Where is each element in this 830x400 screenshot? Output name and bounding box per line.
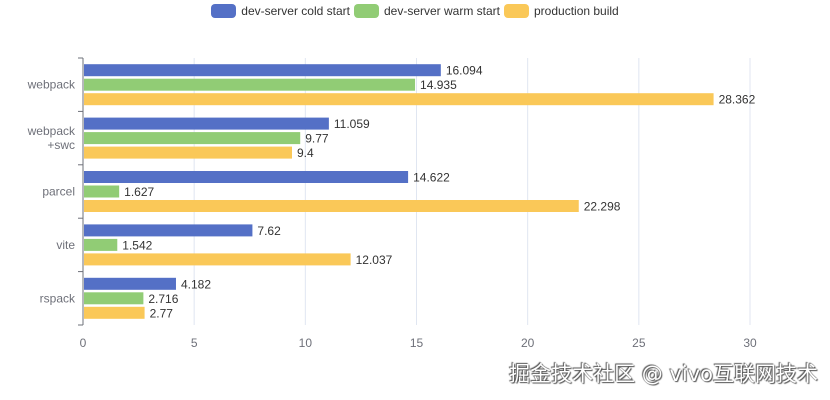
bar: [84, 253, 351, 266]
bar: [84, 200, 579, 212]
data-label: 22.298: [584, 200, 621, 214]
bar: [84, 171, 409, 183]
data-label: 14.935: [420, 78, 457, 92]
bar: [84, 185, 120, 198]
x-tick-label: 25: [632, 336, 646, 350]
x-tick-label: 10: [299, 336, 313, 350]
bar: [84, 117, 329, 130]
bar: [84, 93, 714, 106]
data-label: 7.62: [257, 224, 281, 238]
data-label: 2.716: [148, 292, 178, 306]
legend-item-cold-start[interactable]: dev-server cold start: [211, 4, 350, 18]
data-label: 12.037: [356, 253, 393, 267]
legend-swatch: [211, 4, 237, 18]
legend-swatch: [353, 4, 379, 18]
bar: [84, 306, 145, 319]
bar: [84, 78, 416, 91]
x-tick-label: 20: [521, 336, 535, 350]
y-category-label: rspack: [40, 291, 76, 305]
legend-label: production build: [534, 4, 619, 18]
bar: [84, 238, 118, 251]
data-label: 4.182: [181, 277, 211, 291]
y-category-label: vite: [56, 238, 75, 252]
bar: [84, 277, 176, 290]
legend-item-warm-start[interactable]: dev-server warm start: [353, 4, 500, 18]
data-label: 14.622: [413, 171, 450, 185]
y-category-label: webpack: [27, 78, 76, 92]
data-label: 1.627: [124, 185, 154, 199]
bar: [84, 132, 301, 145]
data-label: 28.362: [719, 93, 756, 107]
legend-item-production-build[interactable]: production build: [504, 4, 619, 18]
bar: [84, 146, 292, 159]
legend: dev-server cold start dev-server warm st…: [0, 4, 830, 18]
y-category-label: parcel: [42, 185, 75, 199]
legend-swatch: [504, 4, 529, 18]
data-label: 16.094: [446, 64, 483, 78]
bar: [84, 64, 441, 77]
x-tick-label: 5: [191, 336, 198, 350]
data-label: 9.77: [305, 132, 329, 146]
watermark: 掘金技术社区 @ vivo互联网技术: [509, 362, 818, 386]
data-label: 2.77: [150, 306, 174, 320]
x-tick-label: 15: [410, 336, 424, 350]
data-label: 11.059: [334, 117, 370, 131]
x-tick-label: 0: [80, 336, 87, 350]
data-label: 9.4: [297, 146, 314, 160]
legend-label: dev-server warm start: [383, 4, 500, 18]
bar: [84, 224, 253, 237]
data-label: 1.542: [122, 238, 152, 252]
bar: [84, 292, 144, 305]
legend-label: dev-server cold start: [241, 4, 350, 18]
y-category-label: webpack +swc: [27, 124, 76, 152]
x-tick-label: 30: [743, 336, 757, 350]
